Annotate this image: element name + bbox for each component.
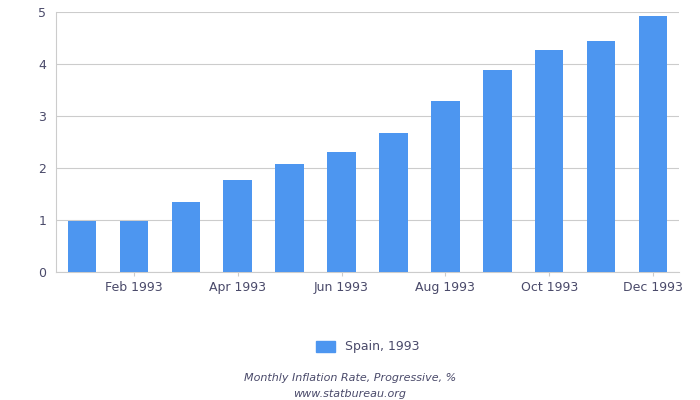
Bar (68, 221, 96, 272)
Bar (587, 40, 615, 272)
Bar (431, 102, 460, 272)
Bar (172, 202, 200, 272)
Text: www.statbureau.org: www.statbureau.org (293, 389, 407, 399)
Bar (639, 16, 667, 272)
Bar (483, 70, 512, 272)
Bar (120, 220, 148, 272)
Text: Monthly Inflation Rate, Progressive, %: Monthly Inflation Rate, Progressive, % (244, 373, 456, 383)
Bar (275, 164, 304, 272)
Legend: Spain, 1993: Spain, 1993 (311, 336, 424, 358)
Bar (223, 180, 252, 272)
Bar (328, 152, 356, 272)
Bar (379, 133, 407, 272)
Bar (535, 50, 564, 272)
